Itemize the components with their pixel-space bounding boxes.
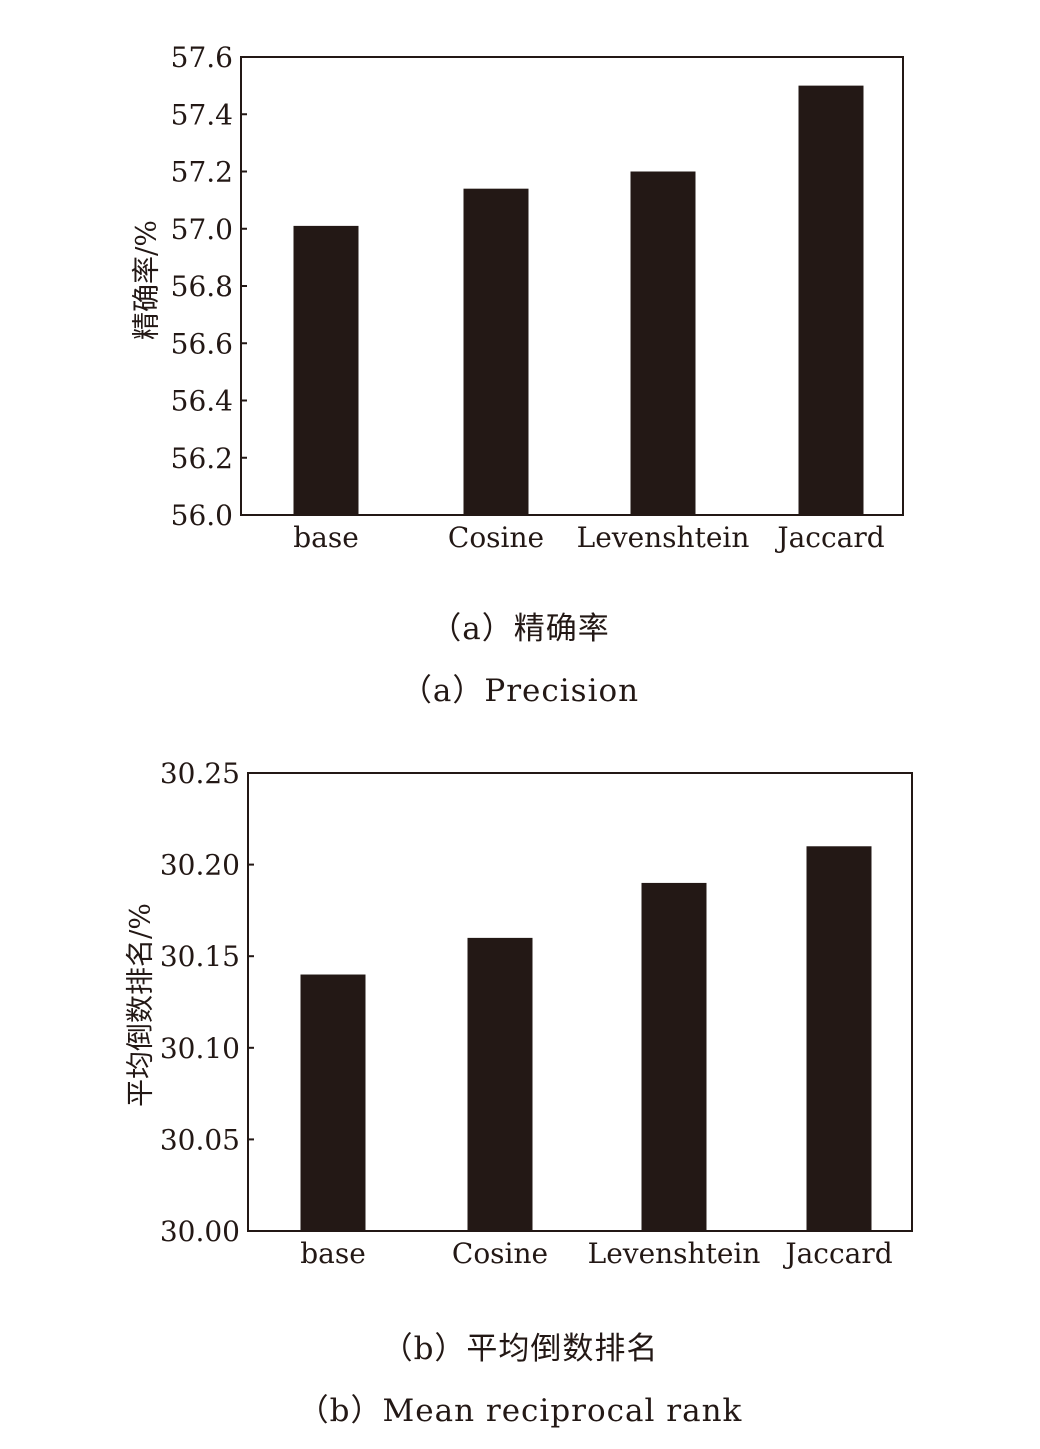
bar-base [293, 225, 359, 515]
bar-jaccard [806, 846, 872, 1231]
y-tick-label: 30.10 [160, 1032, 240, 1065]
y-tick-label: 30.00 [160, 1215, 240, 1248]
y-tick-label: 30.15 [160, 940, 240, 973]
x-tick-label: Jaccard [774, 521, 884, 554]
bar-levenshtein [630, 171, 696, 515]
bar-jaccard [798, 85, 864, 515]
plot-frame [247, 772, 913, 1232]
x-tick-label: base [293, 521, 359, 554]
y-axis-label: 平均倒数排名/% [124, 903, 157, 1107]
bar-cosine [463, 188, 529, 516]
y-tick-label: 57.2 [171, 156, 233, 189]
caption-a-cn: （a）精确率 [430, 611, 610, 647]
x-tick-label: base [300, 1237, 366, 1270]
y-tick-label: 57.0 [171, 213, 233, 246]
y-tick-label: 56.0 [171, 499, 233, 532]
x-tick-label: Cosine [448, 521, 544, 554]
y-tick-label: 57.6 [171, 41, 233, 74]
y-tick-label: 30.25 [160, 757, 240, 790]
caption-b-cn: （b）平均倒数排名 [381, 1331, 659, 1367]
caption-b-en: （b）Mean reciprocal rank [297, 1393, 743, 1429]
bar-levenshtein [641, 882, 707, 1231]
y-tick-label: 57.4 [171, 98, 233, 131]
y-tick-label: 56.4 [171, 385, 233, 418]
y-tick-label: 30.20 [160, 849, 240, 882]
y-tick-label: 56.8 [171, 270, 233, 303]
x-tick-label: Cosine [452, 1237, 548, 1270]
x-tick-label: Jaccard [782, 1237, 892, 1270]
y-tick-label: 30.05 [160, 1123, 240, 1156]
y-tick-label: 56.2 [171, 442, 233, 475]
caption-a-en: （a）Precision [400, 673, 640, 709]
bar-cosine [467, 937, 533, 1231]
bar-base [300, 974, 366, 1231]
x-tick-label: Levenshtein [577, 521, 750, 554]
x-tick-label: Levenshtein [588, 1237, 761, 1270]
y-axis-label: 精确率/% [130, 220, 163, 340]
y-tick-label: 56.6 [171, 327, 233, 360]
